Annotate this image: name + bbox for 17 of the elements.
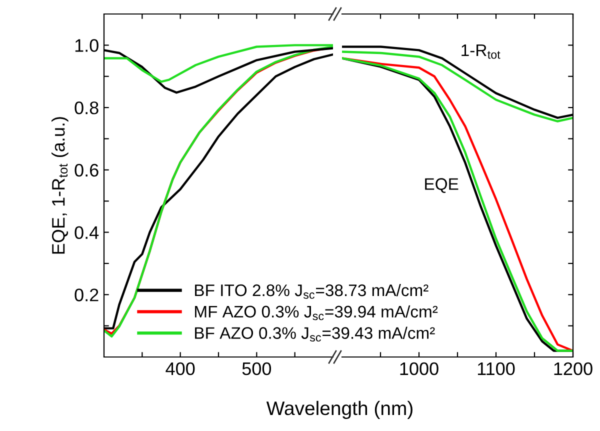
y-tick-label: 0.6 bbox=[74, 164, 98, 177]
y-tick-label: 0.4 bbox=[74, 226, 99, 239]
annotation: 1-R$_{tot}$ bbox=[462, 44, 500, 59]
y-axis-title: EQE, 1-R$_{tot}$ (a.u.) bbox=[52, 117, 68, 254]
legend-label: MF AZO 0.3% J$_{sc}$=39.94 mA/cm² bbox=[195, 305, 438, 320]
x-tick-label: 400 bbox=[166, 362, 195, 376]
x-tick-label: 1200 bbox=[554, 362, 592, 376]
legend-label: BF AZO 0.3% J$_{sc}$=39.43 mA/cm² bbox=[195, 326, 435, 342]
x-tick-label: 1100 bbox=[478, 362, 515, 376]
x-axis-title: Wavelength (nm) bbox=[266, 400, 412, 419]
y-tick-label: 1.0 bbox=[75, 39, 98, 52]
legend-label: BF ITO 2.8% J$_{sc}$=38.73 mA/cm² bbox=[195, 284, 428, 299]
y-tick-label: 0.8 bbox=[74, 101, 98, 114]
x-tick-label: 1000 bbox=[400, 362, 438, 376]
annotation: EQE bbox=[425, 178, 458, 193]
y-tick-label: 0.2 bbox=[74, 288, 98, 302]
x-tick-label: 500 bbox=[242, 362, 272, 376]
